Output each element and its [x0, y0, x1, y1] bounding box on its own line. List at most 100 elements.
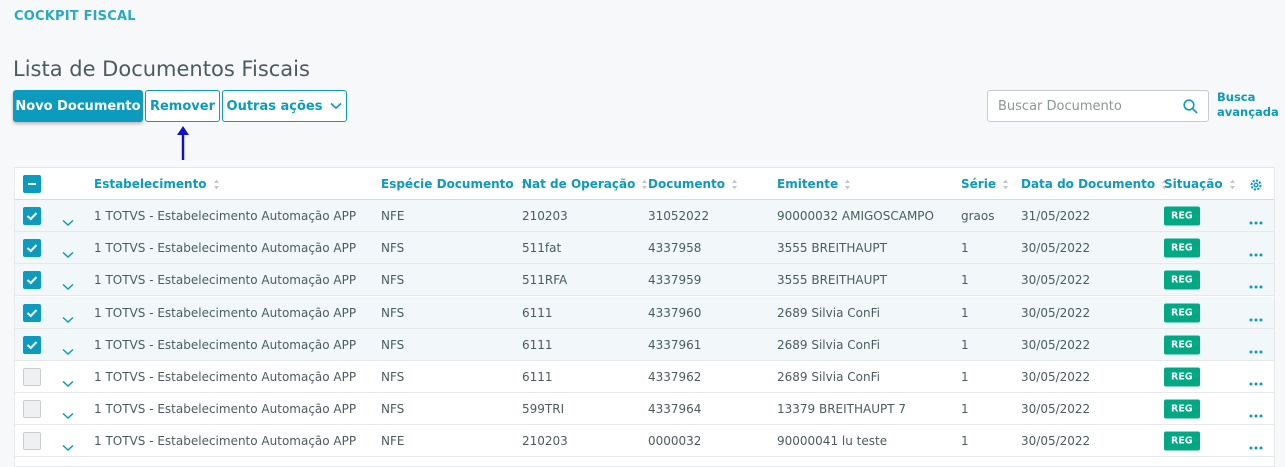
row-checkbox[interactable]	[23, 207, 41, 225]
expand-toggle[interactable]	[62, 373, 74, 392]
table-cell: 210203	[522, 434, 568, 449]
row-menu[interactable]	[1249, 339, 1263, 358]
row-menu[interactable]	[1249, 435, 1263, 454]
more-actions-button[interactable]: Outras ações	[222, 90, 347, 122]
sort-icon	[1162, 179, 1168, 189]
row-checkbox[interactable]	[23, 271, 41, 290]
table-cell: 30/05/2022	[1021, 273, 1091, 288]
column-label: Espécie Documento	[381, 177, 514, 191]
table-cell: 31/05/2022	[1021, 209, 1091, 223]
status-badge: REG	[1164, 367, 1200, 387]
expand-toggle[interactable]	[62, 309, 74, 328]
column-label: Emitente	[777, 177, 839, 191]
table-cell: 31052022	[648, 209, 710, 223]
more-icon	[1249, 446, 1263, 450]
search-icon	[1183, 99, 1198, 114]
row-menu[interactable]	[1249, 403, 1263, 422]
table-cell: 4337964	[648, 402, 702, 417]
row-checkbox[interactable]	[23, 239, 41, 258]
minus-icon	[28, 183, 36, 185]
column-header[interactable]: Emitente	[777, 177, 851, 191]
table-row	[15, 296, 1274, 329]
status-badge: REG	[1164, 238, 1200, 258]
column-header[interactable]: Situação	[1164, 177, 1236, 191]
table-cell: 1 TOTVS - Estabelecimento Automação APP	[94, 434, 357, 449]
table-cell: 4337958	[648, 241, 702, 256]
table-cell: 2689 Silvia ConFi	[777, 305, 880, 320]
annotation-arrow	[177, 126, 189, 160]
column-header[interactable]: Documento	[648, 177, 738, 191]
table-cell: 4337962	[648, 370, 702, 384]
sort-icon	[520, 179, 526, 189]
row-menu[interactable]	[1249, 210, 1263, 229]
table-cell: 1	[961, 434, 969, 449]
table-row	[15, 361, 1274, 393]
row-checkbox[interactable]	[23, 368, 41, 386]
more-actions-label: Outras ações	[226, 98, 323, 114]
row-menu[interactable]	[1249, 371, 1263, 390]
row-checkbox[interactable]	[23, 335, 41, 354]
row-menu[interactable]	[1249, 242, 1263, 261]
expand-toggle[interactable]	[62, 244, 74, 263]
chevron	[62, 413, 74, 420]
table-cell: 30/05/2022	[1021, 434, 1091, 449]
expand-toggle[interactable]	[62, 437, 74, 456]
table-row	[15, 200, 1274, 232]
column-header[interactable]: Estabelecimento	[94, 177, 220, 191]
page-title: Lista de Documentos Fiscais	[13, 57, 310, 81]
table-cell: 1 TOTVS - Estabelecimento Automação APP	[94, 305, 357, 320]
settings-button[interactable]	[1249, 177, 1263, 196]
expand-toggle[interactable]	[62, 212, 74, 231]
table-cell: 1	[961, 305, 969, 320]
table-cell: 210203	[522, 209, 568, 223]
row-checkbox[interactable]	[23, 400, 41, 419]
documents-table: Estabelecimento Espécie Documento Nat de O…	[14, 167, 1275, 467]
column-label: Documento	[648, 177, 726, 191]
row-checkbox[interactable]	[23, 303, 41, 322]
row-menu[interactable]	[1249, 307, 1263, 326]
table-cell: 1 TOTVS - Estabelecimento Automação APP	[94, 273, 357, 288]
select-all-checkbox[interactable]	[23, 175, 41, 193]
row-checkbox[interactable]	[23, 432, 41, 451]
expand-toggle[interactable]	[62, 405, 74, 424]
row-menu[interactable]	[1249, 274, 1263, 293]
column-label: Situação	[1164, 177, 1223, 191]
new-document-button[interactable]: Novo Documento	[13, 90, 143, 122]
table-cell: 511RFA	[522, 273, 568, 288]
table-cell: 4337960	[648, 305, 702, 320]
gear-icon	[1250, 179, 1262, 191]
chevron	[330, 102, 343, 110]
check-icon	[26, 308, 38, 317]
column-header[interactable]: Data do Documento	[1021, 177, 1168, 191]
table-row	[15, 232, 1274, 265]
table-cell: 13379 BREITHAUPT 7	[777, 402, 907, 417]
table-row	[15, 425, 1274, 458]
expand-toggle[interactable]	[62, 341, 74, 360]
more-icon	[1249, 285, 1263, 289]
column-header[interactable]: Nat de Operação	[522, 177, 648, 191]
table-cell: 6111	[522, 305, 553, 320]
status-badge: REG	[1164, 270, 1200, 290]
remove-button[interactable]: Remover	[145, 90, 220, 122]
advanced-search-link[interactable]: Busca avançada	[1217, 90, 1279, 119]
sort-icon	[642, 179, 648, 189]
table-cell: 2689 Silvia ConFi	[777, 337, 880, 352]
sort-icon	[1229, 179, 1235, 189]
column-label: Data do Documento	[1021, 177, 1156, 191]
table-cell: NFS	[381, 273, 405, 288]
search-input[interactable]: Buscar Documento	[987, 90, 1209, 122]
table-cell: 511fat	[522, 241, 562, 256]
app-title: COCKPIT FISCAL	[14, 9, 136, 24]
table-cell: NFS	[381, 337, 405, 352]
table-cell: 30/05/2022	[1021, 402, 1091, 417]
expand-toggle[interactable]	[62, 276, 74, 295]
table-cell: 1 TOTVS - Estabelecimento Automação APP	[94, 241, 357, 256]
table-cell: 0000032	[648, 434, 702, 449]
check-icon	[26, 244, 38, 253]
column-header[interactable]: Espécie Documento	[381, 177, 527, 191]
table-cell: 1	[961, 402, 969, 417]
header-row	[15, 199, 1274, 200]
table-cell: NFS	[381, 305, 405, 320]
table-cell: 4337959	[648, 273, 702, 288]
column-header[interactable]: Série	[961, 177, 1009, 191]
